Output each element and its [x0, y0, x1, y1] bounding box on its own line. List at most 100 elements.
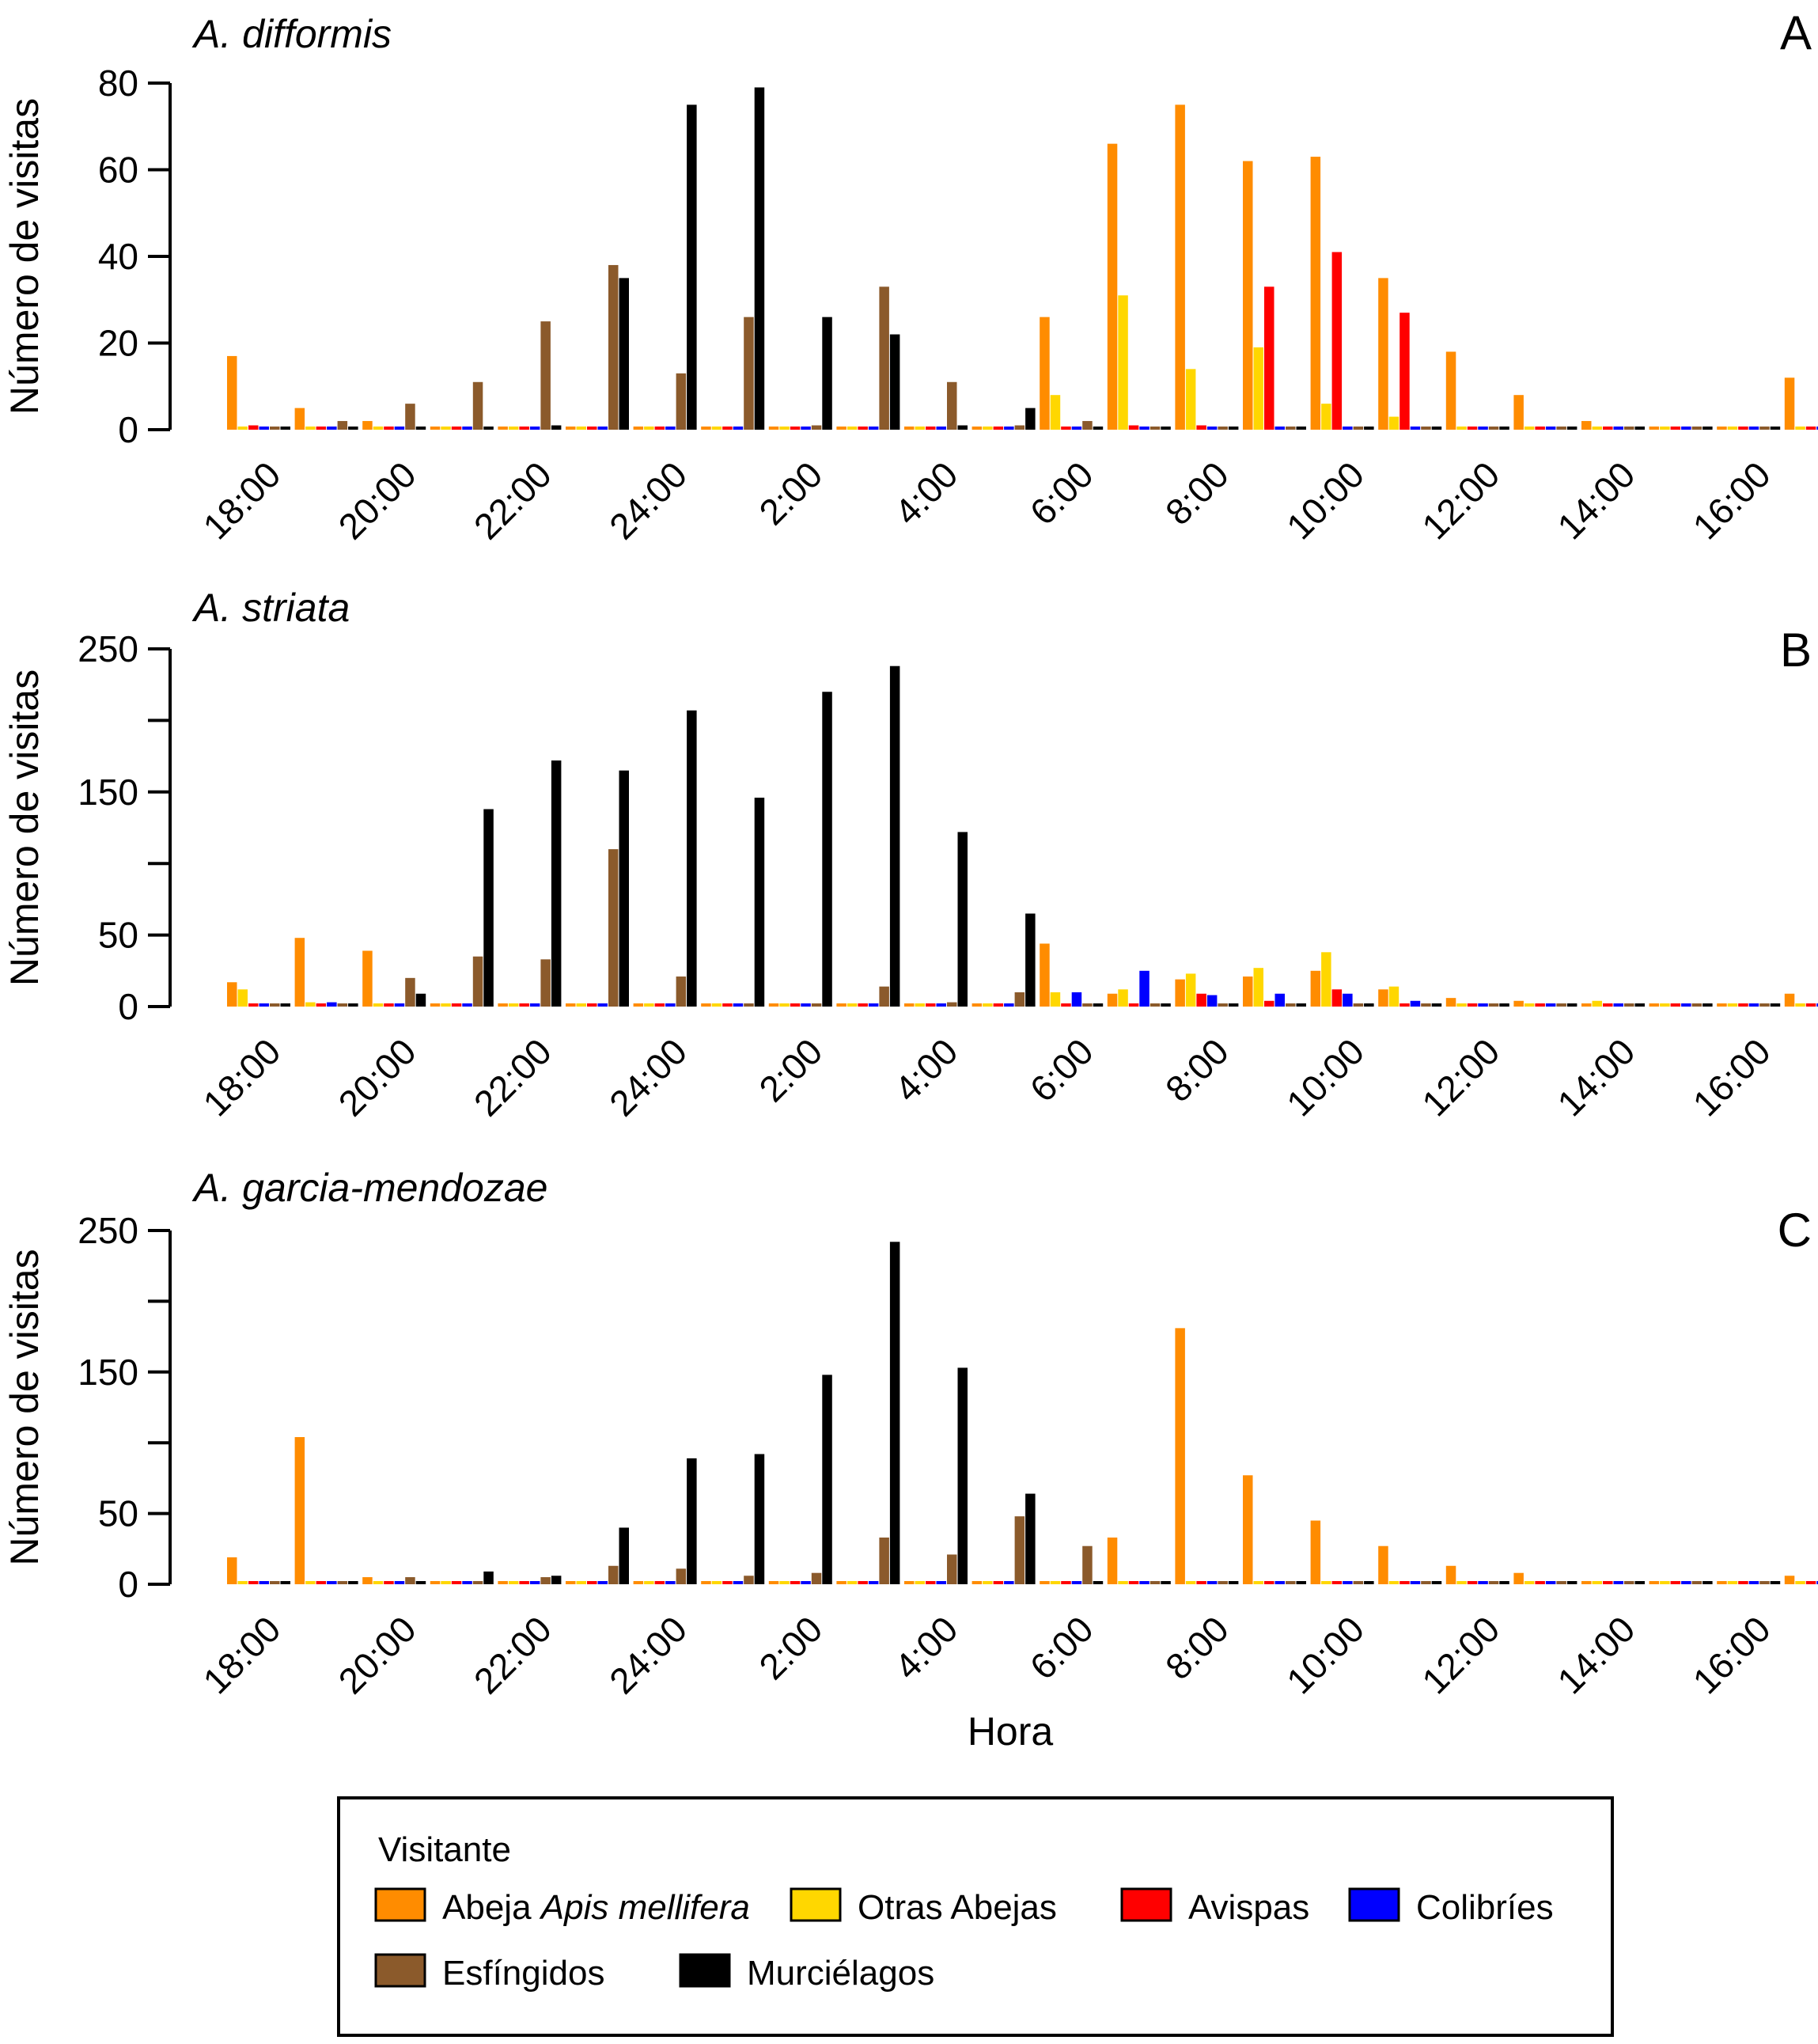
bar — [858, 1581, 868, 1584]
bar — [394, 1003, 405, 1007]
bar — [847, 427, 858, 430]
bar — [654, 1581, 665, 1584]
bar — [1603, 1581, 1613, 1584]
bar — [1206, 1581, 1218, 1584]
bar — [1603, 1003, 1613, 1007]
x-tick-label: 20:00 — [331, 453, 424, 547]
bar — [1759, 427, 1770, 430]
bar — [1228, 1581, 1239, 1584]
legend-swatch — [374, 1953, 426, 1988]
bar — [597, 427, 608, 430]
bar — [1681, 1003, 1691, 1007]
y-axis-label: Número de visitas — [2, 1249, 47, 1565]
bar — [384, 1581, 394, 1584]
bar — [327, 1002, 337, 1007]
bar — [1118, 989, 1128, 1007]
bar — [597, 1581, 608, 1584]
bar — [362, 421, 373, 430]
bar — [508, 427, 519, 430]
y-tick-label: 80 — [98, 63, 138, 104]
bar — [237, 427, 248, 430]
bar — [1175, 1328, 1185, 1584]
bar — [1040, 1581, 1050, 1584]
bar — [811, 1572, 822, 1584]
bar — [1004, 1003, 1014, 1007]
bar — [1524, 427, 1535, 430]
bar — [483, 427, 494, 430]
bar — [1310, 970, 1321, 1007]
bar — [1456, 1581, 1467, 1584]
bar — [1670, 427, 1681, 430]
bar — [822, 1375, 832, 1584]
bar — [1488, 427, 1499, 430]
bar — [1228, 427, 1239, 430]
bar — [441, 427, 451, 430]
bar — [665, 427, 676, 430]
bar — [519, 1581, 529, 1584]
bar — [926, 1003, 936, 1007]
bar — [733, 1003, 744, 1007]
bar — [316, 1003, 327, 1007]
bar — [1118, 295, 1128, 430]
bar — [744, 1576, 754, 1584]
bar — [384, 427, 394, 430]
x-axis-label: Hora — [968, 1709, 1054, 1754]
y-tick-label: 0 — [118, 1564, 138, 1605]
bar — [529, 1581, 540, 1584]
y-tick-label: 60 — [98, 150, 138, 191]
bar — [1128, 425, 1139, 430]
bar — [957, 832, 968, 1007]
legend-label: Abeja Apis mellifera — [442, 1888, 750, 1927]
bar — [665, 1003, 676, 1007]
bar — [676, 976, 687, 1007]
bar — [1364, 1581, 1374, 1584]
panel-letter: A — [1780, 6, 1812, 59]
legend-box — [337, 1796, 1614, 2037]
bar — [1071, 992, 1082, 1007]
bar — [373, 1581, 384, 1584]
bar — [619, 278, 629, 430]
bar — [722, 427, 733, 430]
x-tick-label: 20:00 — [331, 1608, 424, 1701]
bar — [270, 1003, 280, 1007]
bar — [904, 1581, 915, 1584]
bar — [1004, 1581, 1014, 1584]
bar — [1478, 1003, 1488, 1007]
bar — [1378, 278, 1388, 430]
x-tick-label: 24:00 — [601, 1608, 695, 1701]
bar — [687, 710, 697, 1007]
bar — [1274, 427, 1285, 430]
bar — [779, 1003, 790, 1007]
bar — [430, 1003, 441, 1007]
bar — [1634, 427, 1645, 430]
bar — [936, 427, 946, 430]
bar — [259, 1581, 269, 1584]
bar — [971, 1581, 983, 1584]
bar — [1040, 317, 1050, 430]
bar — [1603, 427, 1613, 430]
x-tick-label: 2:00 — [751, 453, 830, 533]
x-tick-label: 16:00 — [1685, 1608, 1778, 1701]
bar — [1206, 427, 1218, 430]
bar — [1243, 976, 1253, 1007]
bar — [619, 1527, 629, 1584]
legend-label: Esfíngidos — [442, 1954, 604, 1993]
bar — [722, 1003, 733, 1007]
bar — [1795, 1581, 1805, 1584]
y-tick-label: 150 — [78, 1352, 138, 1393]
bar — [879, 1537, 889, 1584]
bar — [227, 355, 237, 430]
bar — [1581, 1581, 1592, 1584]
bar — [1545, 1581, 1556, 1584]
bar — [362, 950, 373, 1007]
bar — [1624, 1581, 1634, 1584]
bar — [373, 427, 384, 430]
panel-c: A. garcia-mendozae C Hora 0 50 150 250 Númer… — [2, 1166, 1818, 1754]
x-tick-label: 12:00 — [1414, 1608, 1507, 1701]
x-tick-label: 22:00 — [466, 1608, 559, 1701]
legend-swatch — [790, 1887, 842, 1922]
bar — [566, 427, 576, 430]
bar — [936, 1003, 946, 1007]
bar — [1364, 427, 1374, 430]
bar — [1082, 1003, 1093, 1007]
